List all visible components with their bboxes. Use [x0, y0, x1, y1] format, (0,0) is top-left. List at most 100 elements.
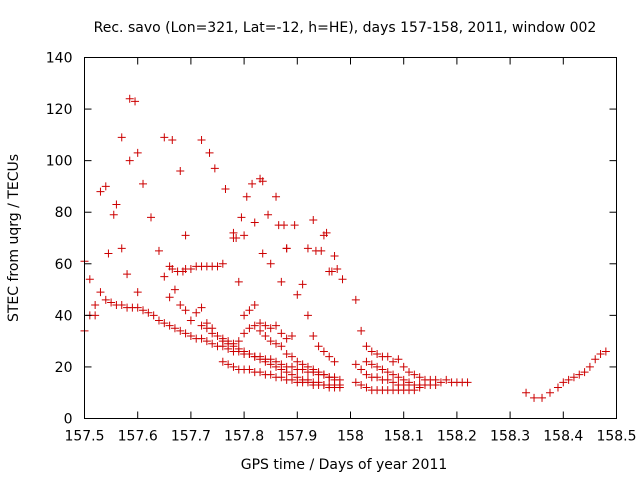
data-point-marker: [165, 321, 174, 330]
data-point-marker: [205, 148, 214, 157]
data-point-marker: [569, 373, 578, 382]
data-point-marker: [218, 259, 227, 268]
data-point-marker: [165, 293, 174, 302]
data-point-marker: [266, 360, 275, 369]
data-point-marker: [176, 326, 185, 335]
data-point-marker: [149, 311, 158, 320]
data-point-marker: [218, 357, 227, 366]
satellite-arc-12: [362, 357, 414, 387]
data-point-marker: [170, 285, 179, 294]
x-axis-title: GPS time / Days of year 2011: [241, 457, 448, 473]
data-point-marker: [277, 373, 286, 382]
y-tick-label: 0: [64, 412, 73, 428]
data-point-marker: [362, 342, 371, 351]
data-point-marker: [277, 342, 286, 351]
data-point-marker: [261, 331, 270, 340]
data-point-marker: [181, 306, 190, 315]
data-point-marker: [176, 301, 185, 310]
data-point-marker: [415, 383, 424, 392]
data-point-marker: [197, 321, 206, 330]
y-tick-label: 40: [55, 308, 73, 324]
data-point-marker: [319, 347, 328, 356]
data-point-marker: [202, 337, 211, 346]
data-point-marker: [266, 259, 275, 268]
x-axis: 157.5 157.6 157.7 157.8 157.9 158 158.1 158.2 15…: [64, 57, 637, 445]
data-point-marker: [123, 270, 132, 279]
data-point-marker: [202, 324, 211, 333]
data-point-marker: [287, 362, 296, 371]
data-point-marker: [538, 393, 547, 402]
data-point-marker: [314, 342, 323, 351]
data-point-marker: [186, 331, 195, 340]
data-point-marker: [224, 337, 233, 346]
data-point-marker: [218, 334, 227, 343]
data-point-marker: [245, 365, 254, 374]
data-point-marker: [213, 331, 222, 340]
data-point-marker: [553, 383, 562, 392]
data-point-marker: [367, 347, 376, 356]
data-point-marker: [280, 221, 288, 230]
x-tick-label: 157.8: [224, 429, 264, 445]
data-point-marker: [591, 355, 600, 364]
data-point-marker: [147, 213, 155, 222]
data-point-marker: [309, 331, 318, 340]
data-point-marker: [383, 368, 392, 377]
x-tick-label: 157.9: [277, 429, 317, 445]
data-point-marker: [133, 148, 142, 157]
data-point-marker: [160, 133, 169, 142]
data-point-marker: [240, 231, 249, 240]
data-point-marker: [357, 380, 366, 389]
data-point-marker: [367, 360, 376, 369]
data-point-marker: [261, 357, 270, 366]
x-tick-label: 158.3: [490, 429, 530, 445]
data-point-marker: [266, 337, 275, 346]
data-point-marker: [197, 136, 206, 145]
data-point-marker: [160, 272, 169, 281]
data-point-marker: [229, 228, 238, 237]
y-axis: 0 20 40 60 80 100 120 140: [46, 51, 617, 428]
data-point-marker: [139, 179, 148, 188]
data-point-marker: [319, 380, 328, 389]
data-point-marker: [287, 352, 296, 361]
data-point-marker: [250, 352, 259, 361]
data-point-marker: [139, 306, 148, 315]
x-tick-label: 158: [337, 429, 364, 445]
data-point-marker: [530, 393, 539, 402]
satellite-arc-1: [80, 94, 163, 320]
data-point-marker: [234, 337, 243, 346]
satellite-arc-2: [160, 133, 291, 286]
data-point-marker: [242, 192, 251, 201]
data-point-marker: [154, 246, 163, 255]
data-point-marker: [266, 324, 275, 333]
data-point-marker: [229, 362, 238, 371]
data-point-marker: [303, 378, 312, 387]
data-point-marker: [131, 97, 140, 106]
data-point-marker: [277, 277, 286, 286]
data-point-marker: [213, 262, 222, 271]
y-tick-label: 140: [46, 51, 73, 67]
y-tick-label: 80: [55, 205, 73, 221]
data-point-marker: [325, 352, 334, 361]
data-point-marker: [245, 324, 254, 333]
data-point-marker: [197, 334, 206, 343]
data-point-marker: [208, 329, 217, 338]
data-point-marker: [101, 295, 110, 304]
data-point-marker: [303, 311, 312, 320]
data-point-marker: [277, 365, 286, 374]
data-point-marker: [186, 316, 195, 325]
data-point-marker: [394, 373, 403, 382]
data-point-marker: [351, 360, 360, 369]
data-point-marker: [330, 357, 339, 366]
data-point-marker: [234, 344, 243, 353]
data-point-marker: [104, 249, 113, 258]
data-point-marker: [210, 164, 219, 173]
data-point-marker: [107, 298, 116, 307]
data-point-marker: [91, 301, 100, 310]
data-point-marker: [362, 370, 371, 379]
data-point-marker: [314, 368, 323, 377]
data-point-marker: [261, 321, 270, 330]
satellite-arc-6: [197, 321, 339, 384]
data-point-marker: [330, 252, 339, 261]
data-point-marker: [596, 350, 605, 359]
